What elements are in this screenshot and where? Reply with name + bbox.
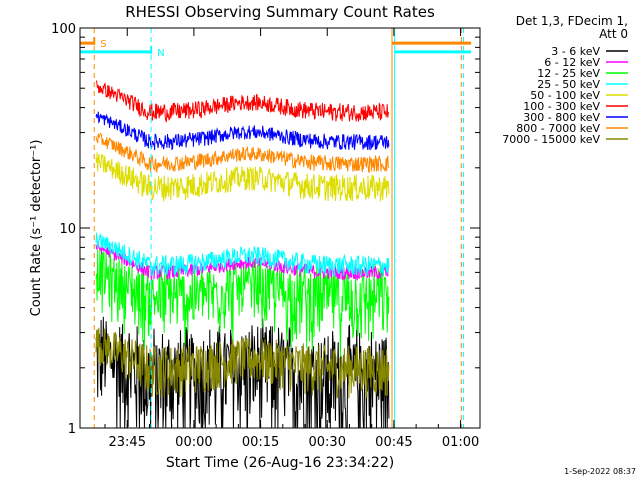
y-axis-label: Count Rate (s⁻¹ detector⁻¹) — [29, 140, 44, 317]
series-line-50-100keV — [95, 152, 390, 202]
legend-label: 800 - 7000 keV — [516, 122, 600, 135]
x-tick-label: 00:15 — [242, 435, 279, 450]
series-line-300-800keV — [95, 111, 390, 151]
legend-header-line-1: Det 1,3, FDecim 1, — [516, 14, 628, 28]
series-line-100-300keV — [95, 80, 390, 123]
footer-timestamp: 1-Sep-2022 08:37 — [564, 467, 636, 476]
legend-label: 100 - 300 keV — [523, 100, 600, 113]
x-tick-label: 01:00 — [442, 435, 479, 450]
y-tick-label: 100 — [51, 22, 76, 37]
x-tick-label: 23:45 — [109, 435, 146, 450]
series-layer — [95, 80, 390, 429]
series-line-12-25keV — [95, 248, 390, 358]
series-line-7000-15000keV — [95, 327, 390, 399]
series-line-6-12keV — [95, 241, 390, 282]
legend-label: 50 - 100 keV — [530, 89, 600, 102]
x-tick-label: 00:45 — [375, 435, 412, 450]
annotation-label: N — [157, 48, 164, 59]
annotation-label: S — [100, 39, 106, 50]
y-tick-label: 1 — [68, 422, 76, 437]
y-tick-label: 10 — [59, 222, 76, 237]
legend-label: 300 - 800 keV — [523, 111, 600, 124]
x-tick-label: 00:00 — [175, 435, 212, 450]
legend-header-line-2: Att 0 — [599, 27, 628, 41]
marker-layer: SN — [80, 28, 472, 428]
series-line-25-50keV — [95, 232, 390, 277]
series-line-800-7000keV — [95, 132, 390, 174]
legend-label: 25 - 50 keV — [537, 78, 600, 91]
x-axis-label: Start Time (26-Aug-16 23:34:22) — [166, 455, 394, 471]
legend-label: 12 - 25 keV — [537, 67, 600, 80]
chart-title: RHESSI Observing Summary Count Rates — [125, 3, 435, 21]
axis-layer: 23:45 00:00 00:15 00:30 00:45 01:00 1 10 100 — [51, 22, 480, 450]
legend-label: 6 - 12 keV — [544, 56, 600, 69]
x-tick-label: 00:30 — [309, 435, 346, 450]
legend-label: 7000 - 15000 keV — [502, 133, 600, 146]
legend-label: 3 - 6 keV — [551, 45, 600, 58]
